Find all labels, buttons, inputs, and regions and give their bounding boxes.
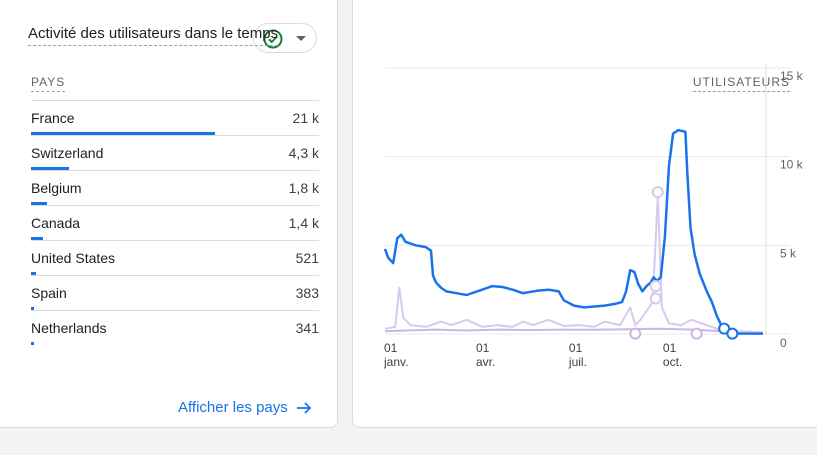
series-point bbox=[629, 327, 642, 340]
country-name: United States bbox=[31, 250, 116, 266]
user-count: 1,8 k bbox=[288, 180, 319, 196]
share-bar bbox=[31, 132, 215, 135]
table-row[interactable]: France 21 k bbox=[31, 100, 319, 135]
country-name: Netherlands bbox=[31, 320, 107, 336]
series-line bbox=[383, 128, 764, 335]
y-tick-label: 15 k bbox=[780, 69, 804, 83]
user-count: 21 k bbox=[292, 110, 319, 126]
country-table: France 21 k Switzerland 4,3 k Belgium 1,8 k Ca… bbox=[31, 100, 319, 345]
top-countries-card bbox=[0, 0, 338, 428]
user-count: 521 bbox=[295, 250, 319, 266]
y-tick-label: 5 k bbox=[780, 246, 797, 260]
country-name: Switzerland bbox=[31, 145, 104, 161]
x-tick-day: 01 bbox=[663, 341, 677, 355]
series-point bbox=[649, 280, 662, 293]
country-name: France bbox=[31, 110, 75, 126]
series-point bbox=[726, 327, 739, 340]
series-line bbox=[384, 327, 764, 334]
user-count: 341 bbox=[295, 320, 319, 336]
check-circle-icon bbox=[263, 29, 283, 49]
series-point bbox=[651, 186, 664, 199]
share-bar bbox=[31, 342, 34, 345]
user-count: 1,4 k bbox=[288, 215, 319, 231]
y-tick-label: 10 k bbox=[780, 158, 804, 172]
view-countries-link[interactable]: Afficher les pays bbox=[178, 399, 312, 416]
series-point bbox=[649, 292, 662, 305]
arrow-right-icon bbox=[296, 401, 312, 414]
user-count: 4,3 k bbox=[288, 145, 319, 161]
table-row[interactable]: Netherlands 341 bbox=[31, 310, 319, 345]
share-bar bbox=[31, 237, 43, 240]
table-row[interactable]: Spain 383 bbox=[31, 275, 319, 310]
view-countries-label: Afficher les pays bbox=[178, 399, 288, 416]
y-tick-label: 0 bbox=[780, 336, 787, 350]
table-row[interactable]: United States 521 bbox=[31, 240, 319, 275]
caret-down-icon bbox=[296, 36, 306, 41]
series-line bbox=[384, 194, 764, 334]
series-point bbox=[690, 327, 703, 340]
x-tick-month: avr. bbox=[476, 355, 495, 369]
x-tick-month: janv. bbox=[383, 355, 408, 369]
table-row[interactable]: Switzerland 4,3 k bbox=[31, 135, 319, 170]
column-header-country[interactable]: PAYS bbox=[31, 75, 66, 92]
country-name: Belgium bbox=[31, 180, 82, 196]
user-count: 383 bbox=[295, 285, 319, 301]
country-name: Spain bbox=[31, 285, 67, 301]
x-tick-month: oct. bbox=[663, 355, 682, 369]
activity-card bbox=[352, 0, 817, 428]
chart-title: Activité des utilisateurs dans le temps bbox=[28, 25, 279, 46]
table-row[interactable]: Belgium 1,8 k bbox=[31, 170, 319, 205]
share-bar bbox=[31, 307, 34, 310]
x-tick-day: 01 bbox=[384, 341, 398, 355]
share-bar bbox=[31, 272, 36, 275]
x-tick-day: 01 bbox=[569, 341, 583, 355]
country-name: Canada bbox=[31, 215, 81, 231]
column-header-users[interactable]: UTILISATEURS bbox=[692, 75, 790, 92]
x-tick-day: 01 bbox=[476, 341, 490, 355]
table-row[interactable]: Canada 1,4 k bbox=[31, 205, 319, 240]
share-bar bbox=[31, 167, 69, 170]
x-tick-month: juil. bbox=[568, 355, 587, 369]
comparison-chip[interactable] bbox=[253, 23, 317, 53]
share-bar bbox=[31, 202, 47, 205]
